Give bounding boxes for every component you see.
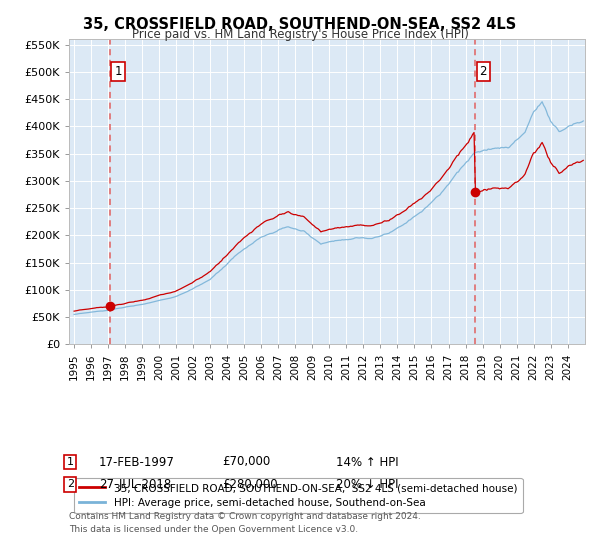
Text: £70,000: £70,000: [222, 455, 270, 469]
Text: 17-FEB-1997: 17-FEB-1997: [99, 455, 175, 469]
Text: 1: 1: [115, 66, 122, 78]
Text: 2: 2: [67, 479, 74, 489]
Legend: 35, CROSSFIELD ROAD, SOUTHEND-ON-SEA,  SS2 4LS (semi-detached house), HPI: Avera: 35, CROSSFIELD ROAD, SOUTHEND-ON-SEA, SS…: [74, 478, 523, 513]
Text: 20% ↓ HPI: 20% ↓ HPI: [336, 478, 398, 491]
Text: 35, CROSSFIELD ROAD, SOUTHEND-ON-SEA, SS2 4LS: 35, CROSSFIELD ROAD, SOUTHEND-ON-SEA, SS…: [83, 17, 517, 32]
Text: Contains HM Land Registry data © Crown copyright and database right 2024.
This d: Contains HM Land Registry data © Crown c…: [69, 512, 421, 534]
Text: Price paid vs. HM Land Registry's House Price Index (HPI): Price paid vs. HM Land Registry's House …: [131, 28, 469, 41]
Text: 2: 2: [479, 66, 487, 78]
Text: 27-JUL-2018: 27-JUL-2018: [99, 478, 171, 491]
Text: 1: 1: [67, 457, 74, 467]
Text: 14% ↑ HPI: 14% ↑ HPI: [336, 455, 398, 469]
Text: £280,000: £280,000: [222, 478, 278, 491]
